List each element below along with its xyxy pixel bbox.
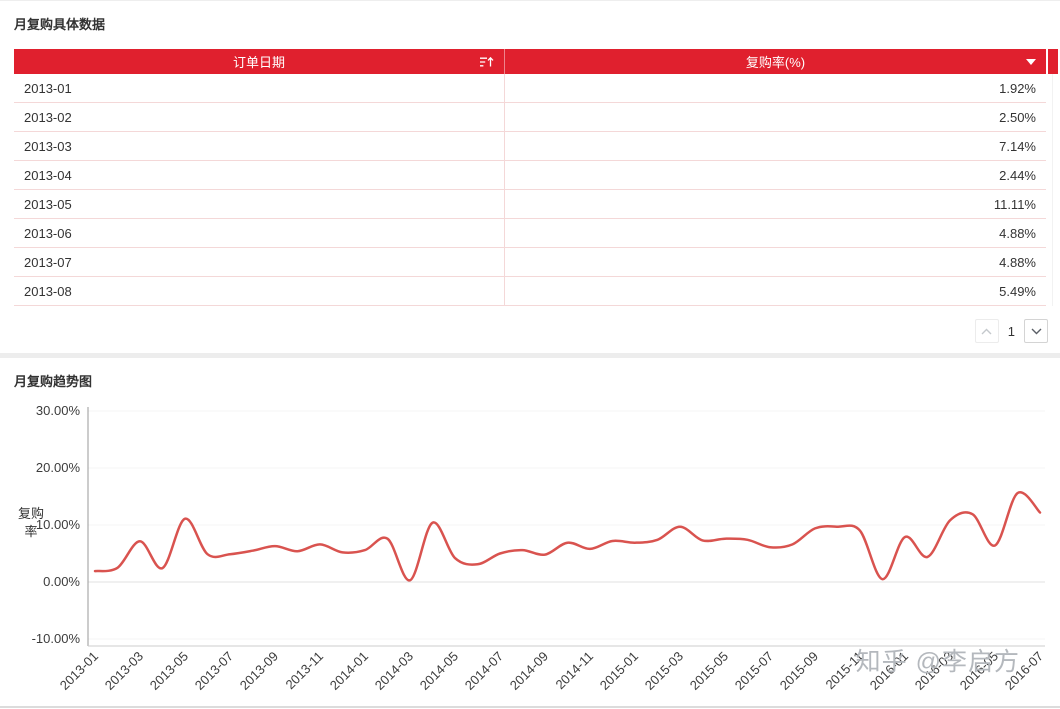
order-date-column-label: 订单日期 [232, 55, 285, 70]
x-tick-label: 2014-09 [507, 649, 551, 693]
x-tick-label: 2014-07 [462, 649, 506, 693]
repurchase-rate-cell: 11.11% [993, 196, 1036, 212]
repurchase-rate-cell: 1.92% [999, 80, 1036, 96]
page-number: 1 [1007, 323, 1015, 339]
trend-line [93, 491, 1042, 582]
table-row[interactable]: 2013-03 7.14% [14, 132, 1046, 161]
page-down-button[interactable] [1024, 319, 1048, 343]
table-row[interactable]: 2013-02 2.50% [14, 103, 1046, 132]
repurchase-rate-cell: 5.49% [999, 283, 1036, 299]
table-row[interactable]: 2013-01 1.92% [14, 74, 1046, 103]
repurchase-rate-cell: 2.50% [999, 109, 1036, 125]
x-tick-label: 2015-05 [687, 649, 731, 693]
y-tick-label: -10.00% [32, 631, 81, 646]
y-tick-label: 10.00% [36, 517, 81, 532]
x-tick-label: 2015-07 [732, 649, 776, 693]
table-row[interactable]: 2013-05 11.11% [14, 190, 1046, 219]
y-axis-title: 复购率 [17, 506, 44, 539]
table-row[interactable]: 2013-08 5.49% [14, 277, 1046, 306]
x-tick-label: 2013-11 [282, 649, 326, 693]
y-tick-label: 30.00% [36, 403, 81, 418]
order-date-cell: 2013-06 [14, 219, 505, 247]
chart-title: 月复购趋势图 [14, 374, 93, 389]
table-body: 2013-01 1.92% 2013-02 2.50% 2013-03 7.14% 2013… [14, 74, 1046, 306]
column-header-rate[interactable]: 复购率(%) [505, 49, 1046, 74]
table-header: 订单日期 复购率(%) [14, 49, 1046, 74]
table-scrollbar-track [1052, 74, 1053, 306]
order-date-cell: 2013-07 [14, 248, 505, 276]
repurchase-rate-cell: 2.44% [999, 167, 1036, 183]
table-row[interactable]: 2013-04 2.44% [14, 161, 1046, 190]
filter-dropdown-icon[interactable] [1026, 58, 1036, 65]
x-tick-label: 2013-07 [192, 649, 236, 693]
order-date-cell: 2013-08 [14, 277, 505, 305]
order-date-cell: 2013-05 [14, 190, 505, 218]
y-tick-label: 0.00% [43, 574, 80, 589]
sort-icon[interactable] [479, 56, 494, 68]
repurchase-rate-cell: 4.88% [999, 254, 1036, 270]
order-date-cell: 2013-02 [14, 103, 505, 131]
page-bottom-border [0, 706, 1060, 708]
x-tick-label: 2015-01 [597, 649, 641, 693]
repurchase-rate-cell: 7.14% [999, 138, 1036, 154]
rate-column-label: 复购率(%) [745, 55, 806, 70]
x-tick-label: 2013-03 [102, 649, 146, 693]
watermark: 知乎 @李启方 [855, 648, 1020, 676]
pagination: 1 [974, 318, 1048, 344]
x-tick-label: 2014-03 [372, 649, 416, 693]
order-date-cell: 2013-04 [14, 161, 505, 189]
table-row[interactable]: 2013-06 4.88% [14, 219, 1046, 248]
table-row[interactable]: 2013-07 4.88% [14, 248, 1046, 277]
x-tick-label: 2014-05 [417, 649, 461, 693]
column-header-order-date[interactable]: 订单日期 [14, 49, 505, 74]
repurchase-rate-cell: 4.88% [999, 225, 1036, 241]
x-tick-label: 2014-01 [327, 649, 371, 693]
section-divider [0, 353, 1060, 358]
page-up-button[interactable] [974, 319, 999, 343]
order-date-cell: 2013-01 [14, 74, 505, 102]
table-title: 月复购具体数据 [14, 17, 106, 32]
x-tick-label: 2013-01 [57, 649, 101, 693]
x-tick-label: 2013-09 [237, 649, 281, 693]
y-tick-label: 20.00% [36, 460, 81, 475]
x-tick-label: 2013-05 [147, 649, 191, 693]
table-scrollbar-thumb[interactable] [1048, 49, 1058, 74]
x-tick-label: 2015-03 [642, 649, 686, 693]
x-tick-label: 2014-11 [552, 649, 596, 693]
order-date-cell: 2013-03 [14, 132, 505, 160]
x-tick-label: 2015-09 [777, 649, 821, 693]
trend-chart: 30.00%20.00%10.00%0.00%-10.00%2013-01 201… [32, 403, 1047, 693]
